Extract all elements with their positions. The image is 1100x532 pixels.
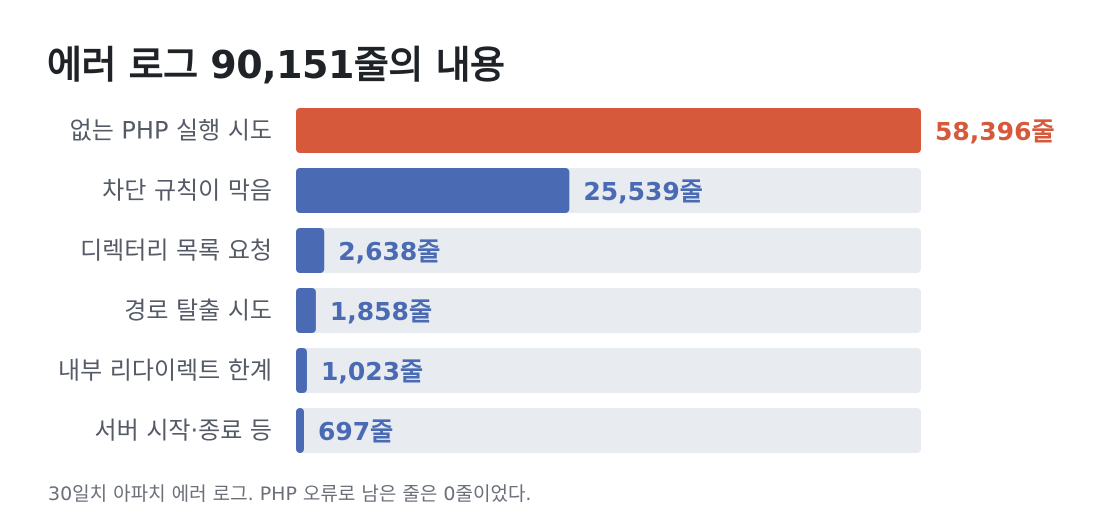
chart-footnote: 30일치 아파치 에러 로그. PHP 오류로 남은 줄은 0줄이었다.: [48, 483, 532, 505]
category-label: 디렉터리 목록 요청: [80, 237, 272, 265]
bar-track: [296, 288, 921, 333]
value-label: 1,858줄: [330, 297, 432, 326]
bar: [296, 108, 921, 153]
category-label: 없는 PHP 실행 시도: [70, 117, 272, 145]
bar-track: [296, 228, 921, 273]
value-label: 697줄: [318, 417, 393, 446]
chart-title: 에러 로그 90,151줄의 내용: [47, 43, 505, 87]
bar-track: [296, 348, 921, 393]
value-label: 1,023줄: [321, 357, 423, 386]
bar: [296, 288, 316, 333]
category-label: 차단 규칙이 막음: [102, 177, 272, 205]
category-label: 서버 시작·종료 등: [95, 417, 272, 445]
bar-track: [296, 408, 921, 453]
value-label: 25,539줄: [583, 177, 702, 206]
category-label: 내부 리다이렉트 한계: [58, 357, 272, 385]
bar: [296, 408, 304, 453]
value-label: 2,638줄: [338, 237, 440, 266]
bar: [296, 348, 307, 393]
category-label: 경로 탈출 시도: [124, 297, 272, 325]
value-label: 58,396줄: [935, 117, 1054, 146]
bar: [296, 168, 570, 213]
bar: [296, 228, 325, 273]
